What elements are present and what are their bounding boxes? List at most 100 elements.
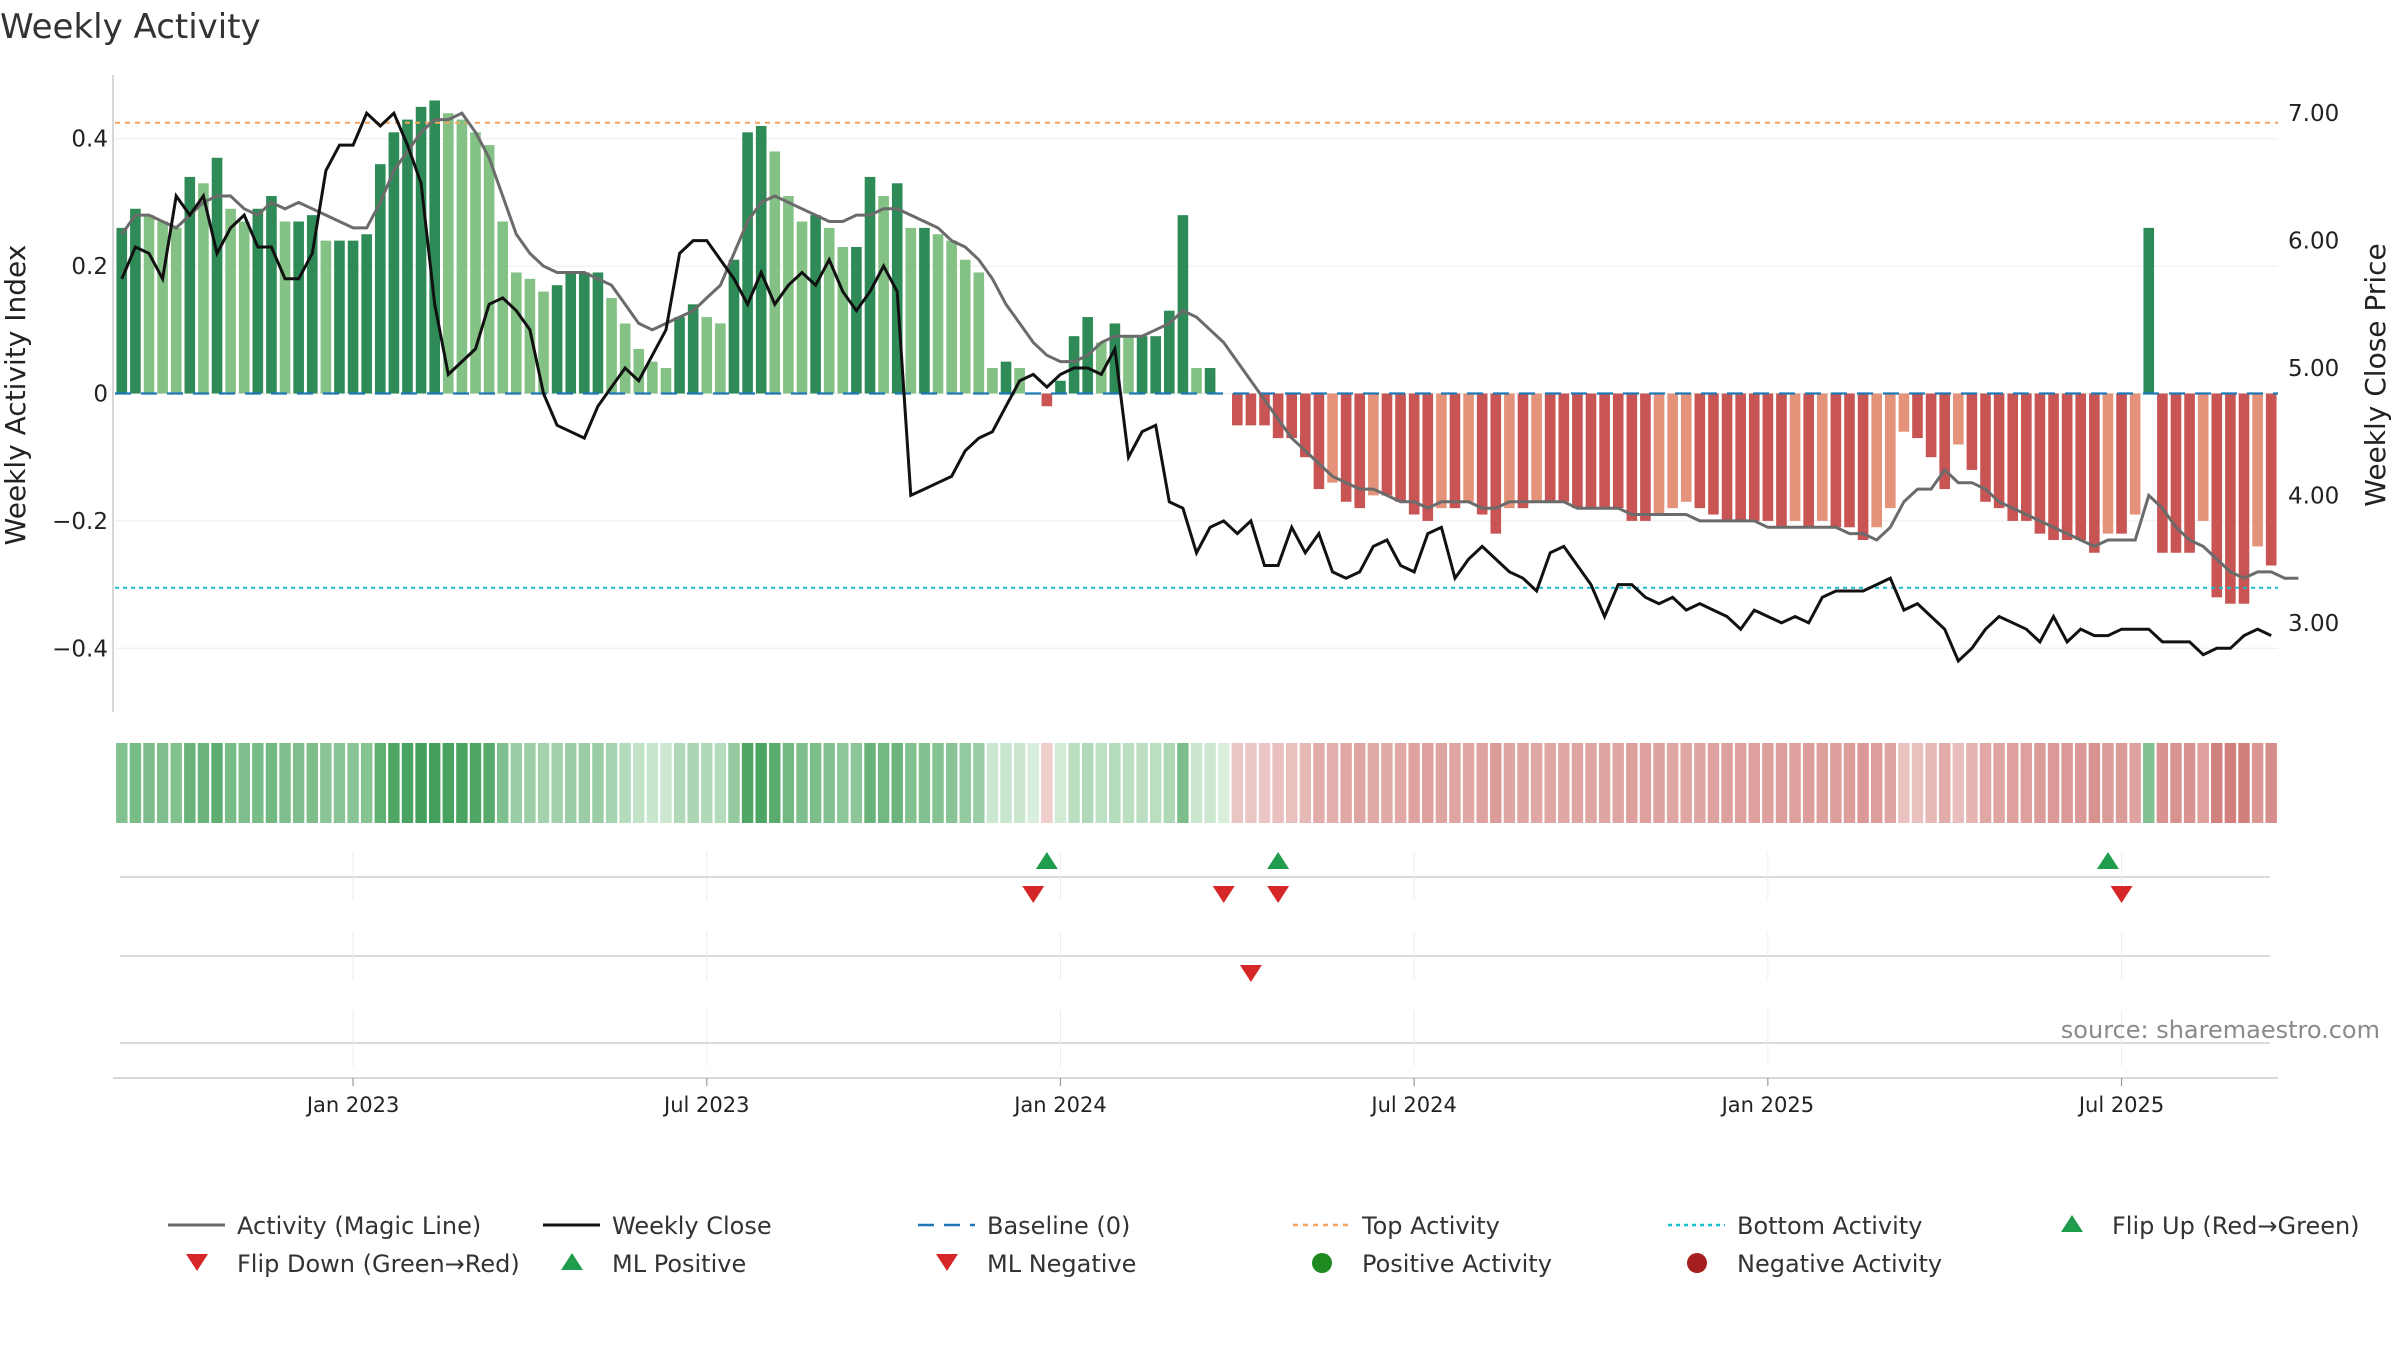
heat-cell — [1775, 743, 1788, 823]
activity-bar — [932, 234, 944, 394]
activity-bar — [606, 297, 617, 394]
activity-bar — [1408, 393, 1420, 515]
activity-bar — [2034, 393, 2046, 534]
heat-cell — [2102, 743, 2114, 823]
activity-bar — [837, 246, 849, 394]
legend-flipdown-swatch — [186, 1254, 208, 1271]
heat-cell — [1245, 743, 1257, 823]
heat-cell — [1422, 743, 1434, 823]
axes: 0.4 0.2 0 −0.2 −0.4 7.00 6.00 5.00 4.00 3.00 — [52, 75, 2339, 712]
y-tick-label: 0.2 — [71, 254, 108, 280]
activity-bar — [959, 259, 971, 394]
activity-bar — [1191, 368, 1202, 394]
heat-cell — [1993, 743, 2005, 823]
y2-tick-label: 6.00 — [2288, 229, 2339, 255]
heat-cell — [864, 743, 876, 823]
activity-bar — [1245, 393, 1257, 426]
heat-cell — [1571, 743, 1584, 823]
activity-bar — [374, 164, 386, 394]
activity-bar — [2048, 393, 2059, 541]
activity-bar — [742, 132, 753, 394]
activity-bar — [823, 227, 835, 394]
activity-bar — [1776, 393, 1787, 528]
activity-bar — [1232, 393, 1243, 426]
heat-cell — [2197, 743, 2209, 823]
heat-cell — [1598, 743, 1611, 823]
activity-bar — [2116, 393, 2127, 534]
heat-cell — [1530, 743, 1543, 823]
activity-bar — [211, 157, 223, 394]
y2-tick-label: 5.00 — [2288, 356, 2339, 382]
heat-cell — [782, 743, 795, 823]
activity-bar — [388, 132, 400, 394]
heat-cell — [1381, 743, 1393, 823]
heat-cell — [1666, 743, 1679, 823]
activity-bar — [973, 272, 985, 394]
heat-cell — [633, 743, 645, 823]
legend-label-magic: Activity (Magic Line) — [237, 1212, 481, 1240]
heat-cell — [306, 743, 318, 823]
heat-cell — [2170, 743, 2182, 823]
heat-cell — [2211, 743, 2223, 823]
activity-bar — [442, 113, 454, 394]
activity-bar — [1558, 393, 1570, 502]
activity-bar — [1041, 393, 1053, 407]
heat-cell — [755, 743, 767, 823]
legend-label-posact: Positive Activity — [1362, 1250, 1552, 1278]
heat-cell — [1449, 743, 1461, 823]
activity-bar — [116, 227, 128, 394]
heat-cell — [1884, 743, 1897, 823]
heat-cell — [1367, 743, 1380, 823]
heat-cell — [1830, 743, 1842, 823]
heat-cell — [1177, 743, 1189, 823]
activity-bar — [1789, 393, 1801, 521]
activity-bar — [1068, 336, 1080, 394]
legend-label-negact: Negative Activity — [1737, 1250, 1942, 1278]
activity-bar — [1803, 393, 1814, 528]
activity-bar — [674, 317, 685, 394]
heat-cell — [1095, 743, 1107, 823]
heat-cell — [2251, 743, 2264, 823]
y-tick-label: 0.4 — [71, 127, 108, 153]
flip-up-marker — [1035, 852, 1058, 869]
activity-bar — [987, 368, 998, 394]
heat-cell — [170, 743, 182, 823]
activity-bar — [130, 208, 141, 394]
heat-cell — [1136, 743, 1148, 823]
activity-bar — [1544, 393, 1556, 502]
heat-cell — [428, 743, 441, 823]
heat-cell — [197, 743, 210, 823]
activity-bar — [1830, 393, 1842, 528]
activity-bar — [2184, 393, 2195, 553]
heat-cell — [1857, 743, 1869, 823]
heat-cell — [728, 743, 740, 823]
legend-posact-swatch — [1312, 1253, 1332, 1273]
activity-bar — [1735, 393, 1746, 521]
heat-cell — [2183, 743, 2196, 823]
heat-cell — [401, 743, 414, 823]
heat-cell — [456, 743, 468, 823]
heat-cell — [347, 743, 359, 823]
heat-cell — [1843, 743, 1856, 823]
activity-bar — [1640, 393, 1651, 521]
activity-bar — [1871, 393, 1882, 528]
heat-cell — [1870, 743, 1883, 823]
heat-cell — [932, 743, 944, 823]
activity-bar — [2007, 393, 2019, 521]
heat-cell — [292, 743, 305, 823]
heat-cell — [524, 743, 536, 823]
heat-cell — [224, 743, 237, 823]
heat-cell — [1911, 743, 1924, 823]
heat-cell — [1626, 743, 1638, 823]
legend-mlpos-swatch — [561, 1253, 583, 1270]
activity-bar — [1599, 393, 1610, 509]
activity-bar — [2197, 393, 2209, 521]
heat-cell — [877, 743, 890, 823]
legend-label-close: Weekly Close — [612, 1212, 772, 1240]
activity-bar — [1504, 393, 1515, 509]
heat-cell — [837, 743, 849, 823]
activity-bar — [1095, 342, 1107, 394]
y2-tick-label: 3.00 — [2288, 611, 2339, 637]
flip-up-marker — [2096, 852, 2119, 869]
ml-negative-marker — [1239, 965, 1262, 982]
